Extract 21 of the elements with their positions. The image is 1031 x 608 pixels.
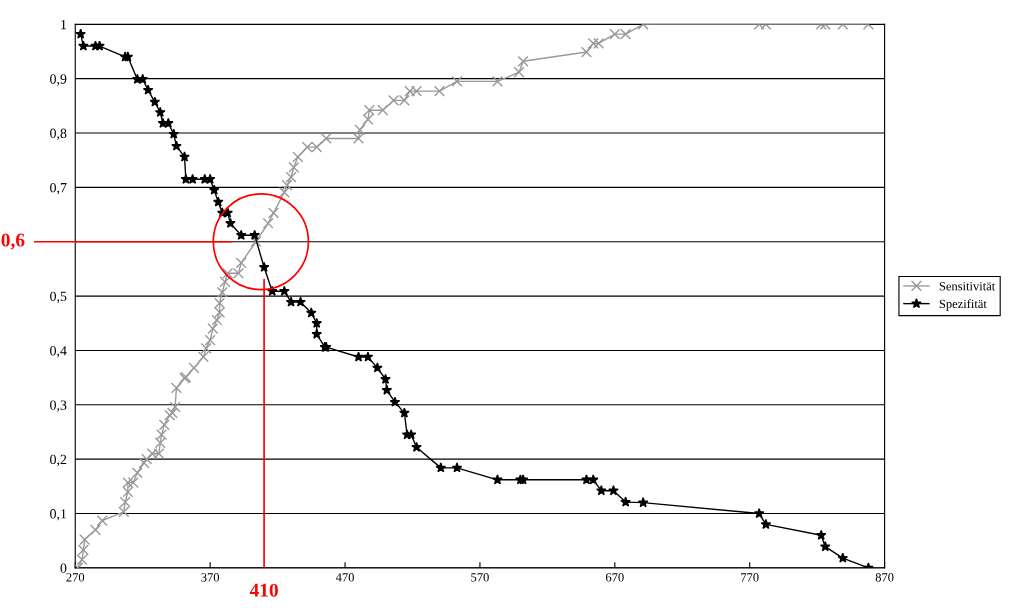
- y-tick-label: 0,9: [50, 74, 67, 86]
- ref-line-label: 410: [249, 583, 278, 597]
- y-tick-label: 0,5: [50, 291, 67, 304]
- y-tick-label: 1: [61, 19, 67, 30]
- y-tick-label: 0,2: [50, 454, 67, 467]
- x-tick-label: 370: [201, 573, 220, 582]
- x-tick-label: 570: [471, 573, 489, 582]
- y-tick-label: 0,7: [50, 182, 67, 195]
- x-tick-label: 770: [741, 573, 759, 582]
- y-tick-label: 0,8: [50, 128, 67, 140]
- x-tick-label: 870: [875, 573, 894, 582]
- y-tick-label: 0,4: [50, 346, 67, 358]
- x-tick-label: 470: [335, 573, 354, 582]
- y-tick-label: 0,3: [50, 400, 67, 412]
- legend-label: Spezifität: [939, 299, 987, 311]
- y-tick-label: 0,1: [50, 509, 67, 521]
- legend-label: Sensitivität: [939, 282, 996, 291]
- x-tick-label: 270: [66, 573, 85, 582]
- y-tick-label: 0: [60, 563, 67, 573]
- ref-line-label: 0,6: [1, 233, 25, 250]
- x-tick-label: 670: [605, 573, 624, 582]
